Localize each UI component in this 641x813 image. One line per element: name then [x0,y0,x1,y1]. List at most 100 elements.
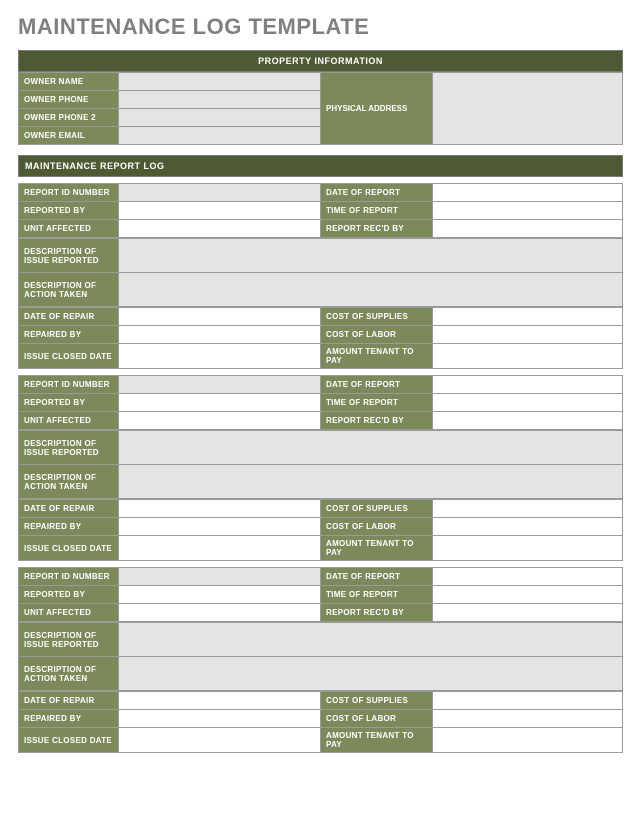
label-date-of-report: DATE OF REPORT [321,568,433,586]
value-date-of-repair[interactable] [119,308,321,326]
value-owner-email[interactable] [119,127,321,145]
value-report-id[interactable] [119,184,321,202]
value-cost-labor[interactable] [433,326,623,344]
value-desc-issue[interactable] [119,431,623,465]
label-time-of-report: TIME OF REPORT [321,202,433,220]
log-entry: REPORT ID NUMBER DATE OF REPORT REPORTED… [18,567,623,622]
log-entry: REPORT ID NUMBER DATE OF REPORT REPORTED… [18,183,623,238]
value-amount-tenant[interactable] [433,728,623,753]
log-entry: REPORT ID NUMBER DATE OF REPORT REPORTED… [18,375,623,430]
value-repaired-by[interactable] [119,518,321,536]
label-report-id: REPORT ID NUMBER [19,376,119,394]
label-cost-supplies: COST OF SUPPLIES [321,692,433,710]
page-title: MAINTENANCE LOG TEMPLATE [18,14,623,40]
value-unit-affected[interactable] [119,220,321,238]
label-reported-by: REPORTED BY [19,202,119,220]
log-entry-desc: DESCRIPTION OF ISSUE REPORTED DESCRIPTIO… [18,622,623,691]
value-owner-name[interactable] [119,73,321,91]
label-amount-tenant: AMOUNT TENANT TO PAY [321,728,433,753]
label-cost-labor: COST OF LABOR [321,518,433,536]
value-desc-action[interactable] [119,273,623,307]
label-reported-by: REPORTED BY [19,394,119,412]
value-reported-by[interactable] [119,394,321,412]
value-report-recd-by[interactable] [433,412,623,430]
value-amount-tenant[interactable] [433,344,623,369]
label-owner-name: OWNER NAME [19,73,119,91]
value-owner-phone2[interactable] [119,109,321,127]
value-amount-tenant[interactable] [433,536,623,561]
label-desc-action: DESCRIPTION OF ACTION TAKEN [19,465,119,499]
label-report-recd-by: REPORT REC'D BY [321,220,433,238]
label-owner-phone: OWNER PHONE [19,91,119,109]
label-report-id: REPORT ID NUMBER [19,568,119,586]
value-unit-affected[interactable] [119,412,321,430]
label-desc-issue: DESCRIPTION OF ISSUE REPORTED [19,431,119,465]
label-reported-by: REPORTED BY [19,586,119,604]
label-unit-affected: UNIT AFFECTED [19,604,119,622]
log-entry-costs: DATE OF REPAIR COST OF SUPPLIES REPAIRED… [18,499,623,561]
label-issue-closed: ISSUE CLOSED DATE [19,728,119,753]
value-cost-labor[interactable] [433,518,623,536]
value-report-id[interactable] [119,376,321,394]
label-date-of-report: DATE OF REPORT [321,376,433,394]
value-repaired-by[interactable] [119,710,321,728]
value-reported-by[interactable] [119,202,321,220]
value-owner-phone[interactable] [119,91,321,109]
label-repaired-by: REPAIRED BY [19,518,119,536]
property-info-table: OWNER NAME PHYSICAL ADDRESS OWNER PHONE … [18,72,623,145]
value-desc-issue[interactable] [119,239,623,273]
value-date-of-repair[interactable] [119,692,321,710]
label-desc-issue: DESCRIPTION OF ISSUE REPORTED [19,623,119,657]
value-cost-labor[interactable] [433,710,623,728]
value-physical-address[interactable] [433,73,623,145]
label-report-id: REPORT ID NUMBER [19,184,119,202]
value-cost-supplies[interactable] [433,308,623,326]
value-repaired-by[interactable] [119,326,321,344]
value-cost-supplies[interactable] [433,500,623,518]
maintenance-log-header: MAINTENANCE REPORT LOG [18,155,623,177]
label-amount-tenant: AMOUNT TENANT TO PAY [321,536,433,561]
label-issue-closed: ISSUE CLOSED DATE [19,344,119,369]
value-issue-closed[interactable] [119,344,321,369]
value-issue-closed[interactable] [119,536,321,561]
value-desc-action[interactable] [119,465,623,499]
label-desc-action: DESCRIPTION OF ACTION TAKEN [19,273,119,307]
log-entry-desc: DESCRIPTION OF ISSUE REPORTED DESCRIPTIO… [18,238,623,307]
label-repaired-by: REPAIRED BY [19,710,119,728]
value-time-of-report[interactable] [433,394,623,412]
log-entry-desc: DESCRIPTION OF ISSUE REPORTED DESCRIPTIO… [18,430,623,499]
label-desc-issue: DESCRIPTION OF ISSUE REPORTED [19,239,119,273]
value-time-of-report[interactable] [433,202,623,220]
label-unit-affected: UNIT AFFECTED [19,220,119,238]
value-unit-affected[interactable] [119,604,321,622]
value-date-of-report[interactable] [433,568,623,586]
value-report-id[interactable] [119,568,321,586]
value-issue-closed[interactable] [119,728,321,753]
label-amount-tenant: AMOUNT TENANT TO PAY [321,344,433,369]
value-reported-by[interactable] [119,586,321,604]
value-report-recd-by[interactable] [433,220,623,238]
value-desc-action[interactable] [119,657,623,691]
label-issue-closed: ISSUE CLOSED DATE [19,536,119,561]
value-report-recd-by[interactable] [433,604,623,622]
label-report-recd-by: REPORT REC'D BY [321,412,433,430]
label-cost-supplies: COST OF SUPPLIES [321,308,433,326]
value-date-of-report[interactable] [433,376,623,394]
value-date-of-repair[interactable] [119,500,321,518]
label-desc-action: DESCRIPTION OF ACTION TAKEN [19,657,119,691]
value-date-of-report[interactable] [433,184,623,202]
label-cost-supplies: COST OF SUPPLIES [321,500,433,518]
label-cost-labor: COST OF LABOR [321,710,433,728]
value-time-of-report[interactable] [433,586,623,604]
log-entry-costs: DATE OF REPAIR COST OF SUPPLIES REPAIRED… [18,691,623,753]
label-repaired-by: REPAIRED BY [19,326,119,344]
label-time-of-report: TIME OF REPORT [321,394,433,412]
label-date-of-repair: DATE OF REPAIR [19,308,119,326]
label-date-of-repair: DATE OF REPAIR [19,692,119,710]
label-date-of-repair: DATE OF REPAIR [19,500,119,518]
property-info-header: PROPERTY INFORMATION [18,50,623,72]
label-date-of-report: DATE OF REPORT [321,184,433,202]
value-desc-issue[interactable] [119,623,623,657]
label-physical-address: PHYSICAL ADDRESS [321,73,433,145]
value-cost-supplies[interactable] [433,692,623,710]
